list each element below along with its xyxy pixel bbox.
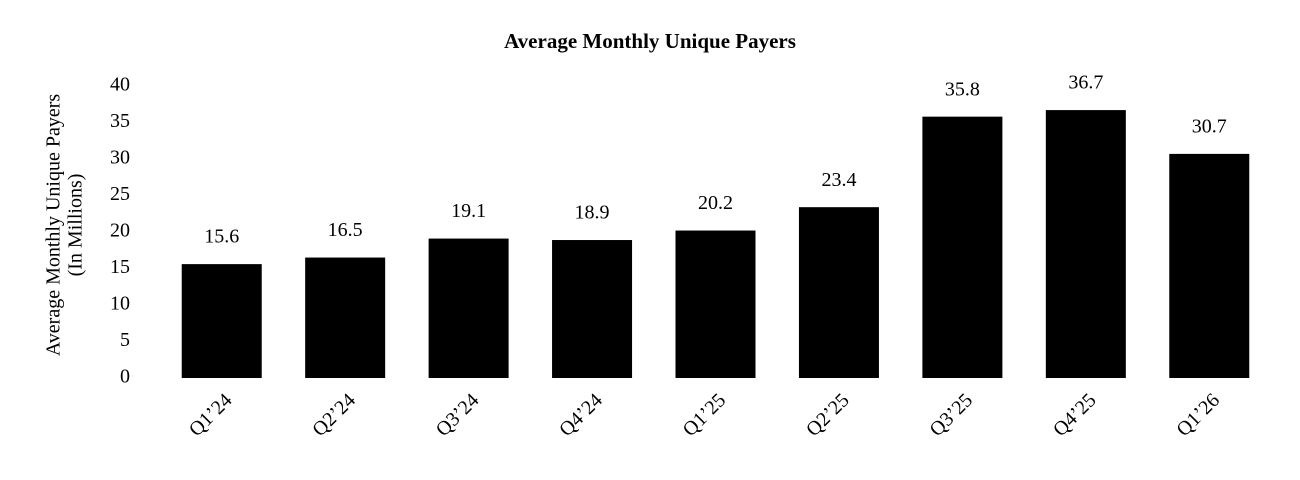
x-tick-label: Q3’24 [432, 389, 484, 441]
x-tick-label: Q1’24 [185, 389, 237, 441]
data-label: 23.4 [821, 169, 856, 191]
y-tick-label: 40 [110, 74, 130, 96]
bar [798, 207, 879, 378]
bar [181, 264, 262, 378]
y-axis-label-line: Average Monthly Unique Payers [43, 94, 65, 357]
data-label: 18.9 [575, 202, 610, 224]
bar [922, 116, 1003, 378]
chart-title: Average Monthly Unique Payers [504, 29, 796, 53]
y-tick-label: 35 [110, 110, 130, 132]
y-tick-label: 5 [120, 329, 130, 351]
y-tick-label: 10 [110, 293, 130, 315]
x-tick-label: Q2’25 [802, 389, 854, 441]
x-tick-label: Q1’26 [1172, 389, 1224, 441]
bar [1045, 110, 1126, 378]
data-label: 16.5 [328, 219, 363, 241]
data-label: 30.7 [1192, 115, 1227, 137]
bar [305, 257, 386, 378]
data-label: 20.2 [698, 192, 733, 214]
data-label: 19.1 [451, 200, 486, 222]
x-tick-label: Q1’25 [679, 389, 731, 441]
y-axis-label: Average Monthly Unique Payers (In Millio… [43, 94, 87, 357]
y-tick-label: 0 [120, 366, 130, 388]
bar [675, 230, 756, 378]
x-tick-label: Q2’24 [308, 389, 360, 441]
y-tick-label: 25 [110, 183, 130, 205]
x-tick-label: Q4’25 [1049, 389, 1101, 441]
y-tick-label: 30 [110, 147, 130, 169]
bar [1169, 153, 1250, 378]
y-axis-label-line: (In Millions) [65, 174, 87, 277]
y-tick-label: 15 [110, 256, 130, 278]
x-tick-label: Q4’24 [555, 389, 607, 441]
data-label: 15.6 [204, 226, 239, 248]
data-label: 36.7 [1068, 72, 1103, 94]
bar [428, 238, 509, 378]
bar [552, 240, 633, 378]
y-tick-label: 20 [110, 220, 130, 242]
x-tick-label: Q3’25 [925, 389, 977, 441]
data-label: 35.8 [945, 78, 980, 100]
